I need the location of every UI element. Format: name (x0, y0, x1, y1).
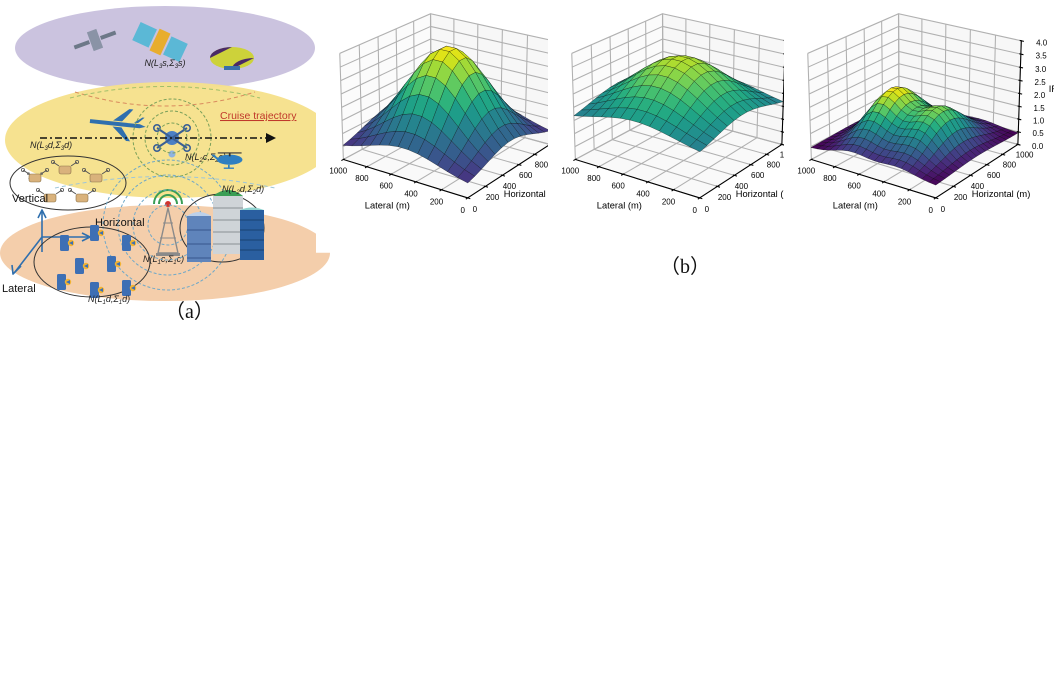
svg-text:1000: 1000 (329, 167, 347, 176)
svg-text:200: 200 (898, 198, 912, 207)
svg-text:800: 800 (823, 174, 837, 183)
svg-text:400: 400 (404, 190, 418, 199)
svg-text:1.5: 1.5 (1034, 104, 1046, 113)
svg-text:IREE (bits/J): IREE (bits/J) (1049, 84, 1054, 94)
svg-text:0: 0 (460, 206, 465, 215)
svg-text:800: 800 (587, 174, 601, 183)
svg-text:800: 800 (767, 161, 781, 170)
svg-text:0.0: 0.0 (1032, 142, 1044, 151)
svg-text:1.0: 1.0 (1033, 117, 1045, 126)
svg-text:4.0: 4.0 (1036, 38, 1048, 47)
svg-text:0.5: 0.5 (1033, 129, 1045, 138)
svg-text:1000: 1000 (1016, 151, 1034, 160)
svg-text:200: 200 (486, 193, 500, 202)
svg-text:600: 600 (519, 171, 533, 180)
svg-text:0: 0 (928, 206, 933, 215)
svg-text:400: 400 (636, 190, 650, 199)
svg-text:400: 400 (872, 190, 886, 199)
svg-text:Lateral (m): Lateral (m) (833, 201, 878, 211)
svg-text:0: 0 (473, 205, 478, 214)
svg-text:2.0: 2.0 (1034, 91, 1046, 100)
svg-text:200: 200 (430, 198, 444, 207)
svg-text:600: 600 (847, 182, 861, 191)
svg-text:0: 0 (941, 205, 946, 214)
svg-text:600: 600 (379, 182, 393, 191)
svg-text:0: 0 (692, 206, 697, 215)
svg-text:0: 0 (705, 205, 710, 214)
svg-text:800: 800 (535, 161, 549, 170)
svg-text:600: 600 (611, 182, 625, 191)
svg-text:1000: 1000 (797, 167, 815, 176)
svg-text:200: 200 (954, 193, 968, 202)
svg-text:1000: 1000 (561, 167, 579, 176)
svg-text:Lateral (m): Lateral (m) (365, 201, 410, 211)
svg-text:800: 800 (1003, 161, 1017, 170)
svg-text:200: 200 (662, 198, 676, 207)
svg-text:2.5: 2.5 (1035, 78, 1047, 87)
svg-text:600: 600 (751, 171, 765, 180)
svg-text:200: 200 (718, 193, 732, 202)
svg-text:3.5: 3.5 (1036, 52, 1048, 61)
svg-text:600: 600 (987, 171, 1001, 180)
svg-text:3.0: 3.0 (1035, 65, 1047, 74)
svg-text:800: 800 (355, 174, 369, 183)
svg-text:Horizontal (m): Horizontal (m) (972, 189, 1031, 199)
svg-text:Lateral (m): Lateral (m) (597, 201, 642, 211)
